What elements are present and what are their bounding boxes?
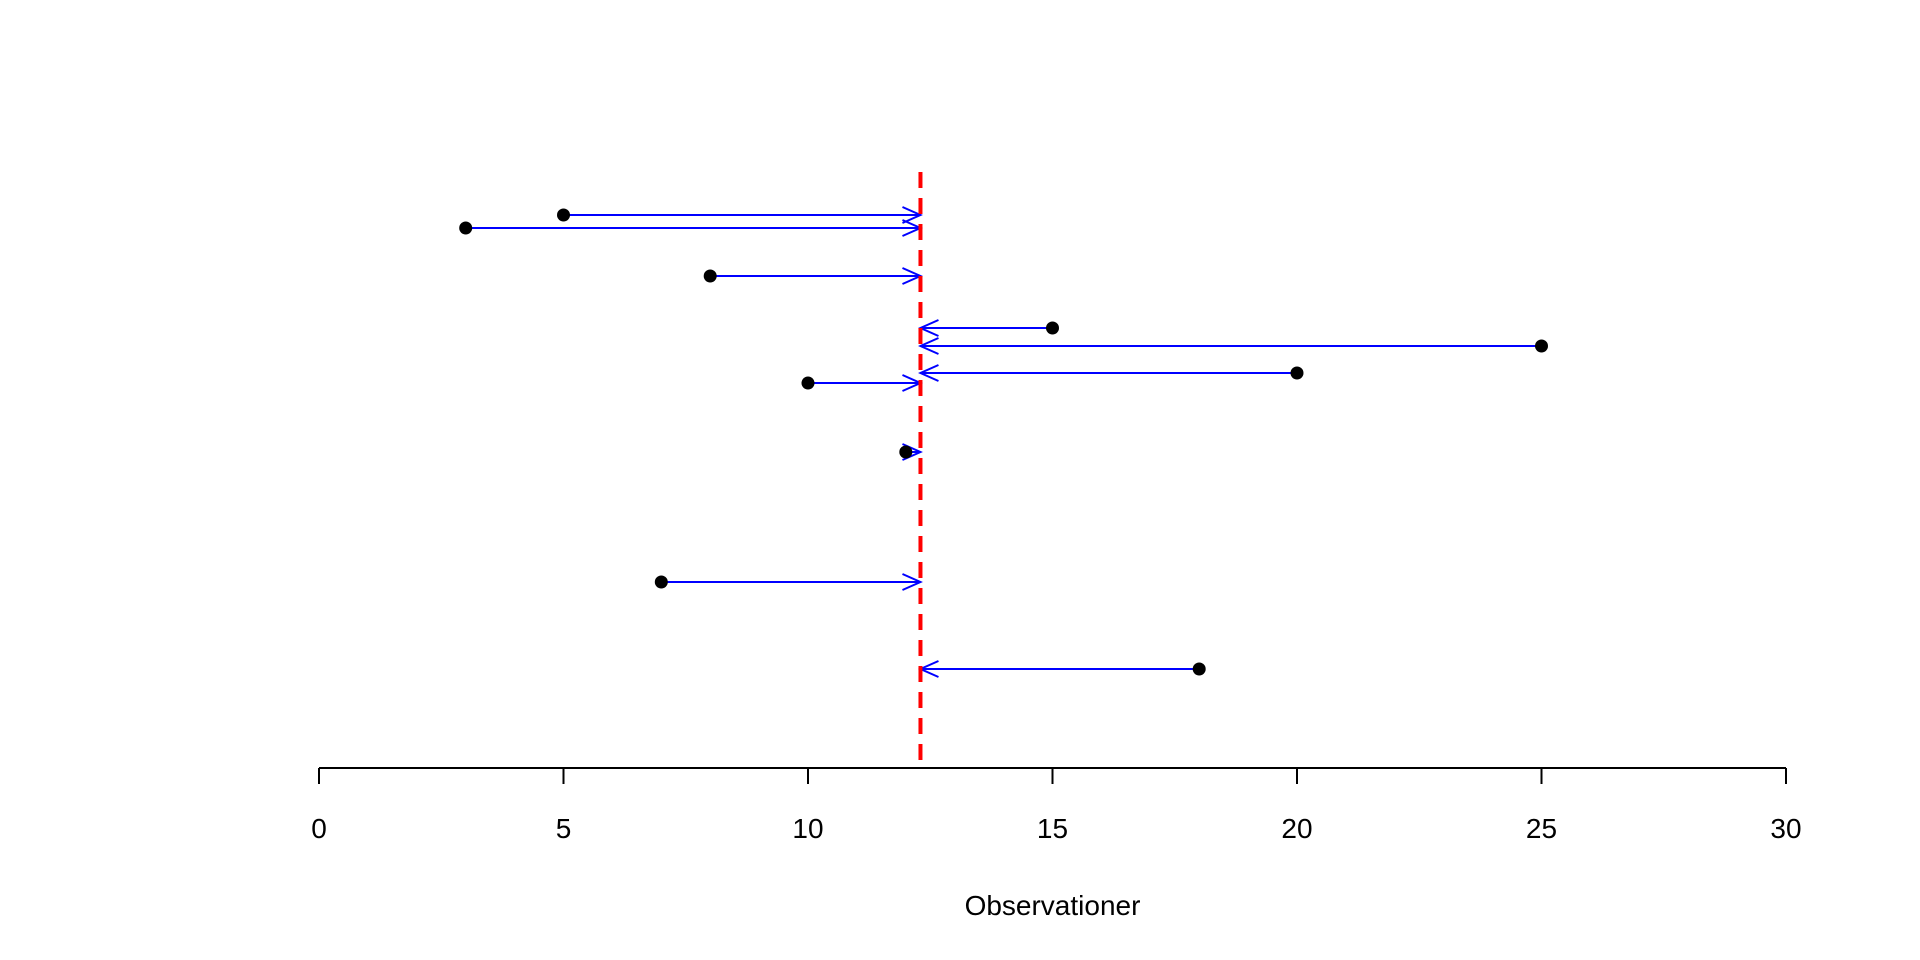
x-axis-title: Observationer <box>965 890 1141 921</box>
observation-point <box>1192 662 1206 676</box>
observation-point <box>703 269 717 283</box>
deviation-arrows <box>465 206 1542 678</box>
deviation-arrow <box>808 374 923 392</box>
deviation-arrow-head <box>918 364 939 382</box>
observation-point <box>1290 366 1304 380</box>
observation-point <box>1535 339 1548 353</box>
x-tick-label: 20 <box>1281 813 1312 844</box>
x-tick-label: 5 <box>556 813 572 844</box>
x-axis: 0 5 10 15 20 25 30 <box>311 767 1802 844</box>
deviation-arrow <box>918 337 1542 355</box>
deviation-arrow <box>710 267 923 285</box>
observation-point <box>1046 321 1059 335</box>
observation-point <box>459 221 473 235</box>
observation-point <box>899 445 913 459</box>
deviation-arrow <box>918 364 1297 382</box>
deviation-arrow <box>918 660 1200 678</box>
x-tick-label: 25 <box>1526 813 1557 844</box>
deviation-arrow <box>465 219 923 237</box>
observation-point <box>801 376 815 390</box>
x-tick-label: 10 <box>792 813 823 844</box>
deviation-arrow-head <box>918 337 939 355</box>
deviation-arrow-head <box>902 206 923 224</box>
observation-point <box>557 208 570 222</box>
deviation-arrow <box>563 206 923 224</box>
deviation-arrow <box>918 319 1053 337</box>
x-tick-label: 0 <box>311 813 327 844</box>
x-tick-label: 30 <box>1770 813 1801 844</box>
deviation-arrow <box>661 573 923 591</box>
deviation-arrow-head <box>902 573 923 591</box>
observation-points <box>459 208 1548 676</box>
x-tick-label: 15 <box>1037 813 1068 844</box>
observation-point <box>654 575 668 589</box>
